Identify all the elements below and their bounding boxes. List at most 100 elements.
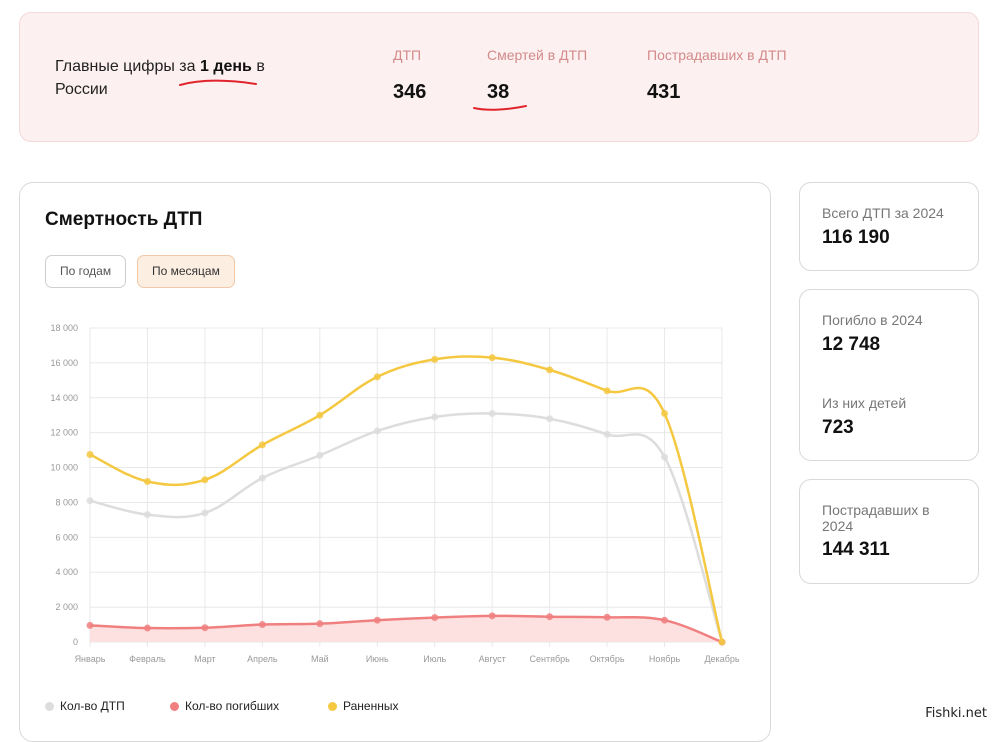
series-line-0 [89,412,724,643]
data-point [718,638,726,646]
data-point [546,415,554,423]
y-tick-label: 4 000 [55,567,78,577]
data-point [373,373,381,381]
data-point [603,430,611,438]
series-area-1 [90,615,722,642]
data-point [546,366,554,374]
y-tick-label: 14 000 [50,393,78,403]
x-tick-label: Май [311,654,329,664]
x-tick-label: Ноябрь [649,654,681,664]
legend-dot [328,701,337,711]
series-line-2 [89,355,724,643]
series-line-1 [89,614,723,644]
y-tick-label: 12 000 [50,428,78,438]
legend-item[interactable]: Раненных [328,699,398,713]
x-tick-label: Апрель [247,654,278,664]
data-point [86,450,94,458]
data-point [201,476,209,484]
data-point [143,624,151,632]
x-tick-label: Июнь [366,654,389,664]
y-tick-label: 6 000 [55,532,78,542]
banner-title-bold: 1 день [199,58,252,75]
legend-label: Кол-во ДТП [60,699,125,713]
banner-title-prefix: Главные цифры за [55,58,200,75]
line-chart: 0 2 000 4 000 6 000 8 000 10 000 12 000 14 000 1… [50,323,739,664]
stat-injured-label: Пострадавших в ДТП [647,47,787,63]
data-point [143,511,151,519]
x-tick-label: Декабрь [704,654,739,664]
stat-deaths-label: Смертей в ДТП [487,47,588,63]
data-point [431,614,439,622]
data-point [86,621,94,629]
injured-label: Пострадавших в 2024 [822,502,930,534]
legend-label: Кол-во погибших [185,699,280,713]
chart-card-title: Смертность ДТП [45,209,203,230]
y-tick-label: 18 000 [50,323,78,333]
data-point [431,413,439,421]
data-point [86,497,94,505]
data-point [603,613,611,621]
children-deaths-value: 723 [822,417,854,438]
data-point [201,509,209,517]
injured-card: Пострадавших в 2024 144 311 [799,479,979,584]
x-tick-label: Февраль [129,654,166,664]
data-point [373,427,381,435]
data-point [546,613,554,621]
toggle-by-years-button[interactable]: По годам [45,255,127,288]
toggle-by-months-button[interactable]: По месяцам [137,255,235,288]
stat-injured-value: 431 [647,81,681,103]
data-point [143,478,151,486]
data-point [603,387,611,395]
deaths-card: Погибло в 2024 12 748 Из них детей 723 [799,289,979,461]
stat-accidents-value: 346 [393,81,427,103]
data-point [661,616,669,624]
x-tick-label: Октябрь [590,654,625,664]
watermark: Fishki.net [925,706,987,721]
data-point [488,354,496,362]
stat-deaths: Смертей в ДТП 38 [487,47,587,104]
x-tick-label: Январь [75,654,106,664]
y-tick-label: 2 000 [55,602,78,612]
x-tick-label: Август [479,654,506,664]
y-tick-label: 8 000 [55,497,78,507]
data-point [258,474,266,482]
data-point [258,621,266,629]
y-tick-label: 16 000 [50,358,78,368]
stat-accidents-label: ДТП [393,47,422,63]
x-tick-label: Сентябрь [529,654,570,664]
handwritten-underline-deaths [473,105,527,111]
data-point [431,355,439,363]
data-point [488,612,496,620]
x-tick-label: Июль [423,654,446,664]
mortality-chart-card: Смертность ДТП По годам По месяцам 0 2 00… [19,182,771,742]
data-point [488,409,496,417]
deaths-value: 12 748 [822,334,881,355]
stat-accidents: ДТП 346 [393,47,426,104]
data-point [316,451,324,459]
data-point [661,453,669,461]
data-point [661,409,669,417]
banner-title: Главные цифры за 1 день в России [55,55,285,101]
data-point [316,411,324,419]
stat-injured: Пострадавших в ДТП 431 [647,47,787,104]
stat-deaths-value: 38 [487,81,510,103]
y-tick-label: 10 000 [50,463,78,473]
deaths-label: Погибло в 2024 [822,312,923,328]
injured-value: 144 311 [822,539,890,560]
legend-item[interactable]: Кол-во ДТП [45,699,125,713]
data-point [316,620,324,628]
data-point [258,441,266,449]
data-point [201,624,209,632]
x-tick-label: Март [194,654,216,664]
children-deaths-label: Из них детей [822,395,907,411]
data-point [373,616,381,624]
total-accidents-card: Всего ДТП за 2024 116 190 [799,182,979,271]
legend-dot [45,701,54,711]
legend-label: Раненных [343,699,399,713]
legend-item[interactable]: Кол-во погибших [170,699,279,713]
legend-dot [170,701,179,711]
total-accidents-value: 116 190 [822,227,890,248]
banner-title-suffix: в России [55,58,265,98]
summary-banner: Главные цифры за 1 день в России ДТП 346… [19,12,979,142]
total-accidents-label: Всего ДТП за 2024 [822,205,944,221]
